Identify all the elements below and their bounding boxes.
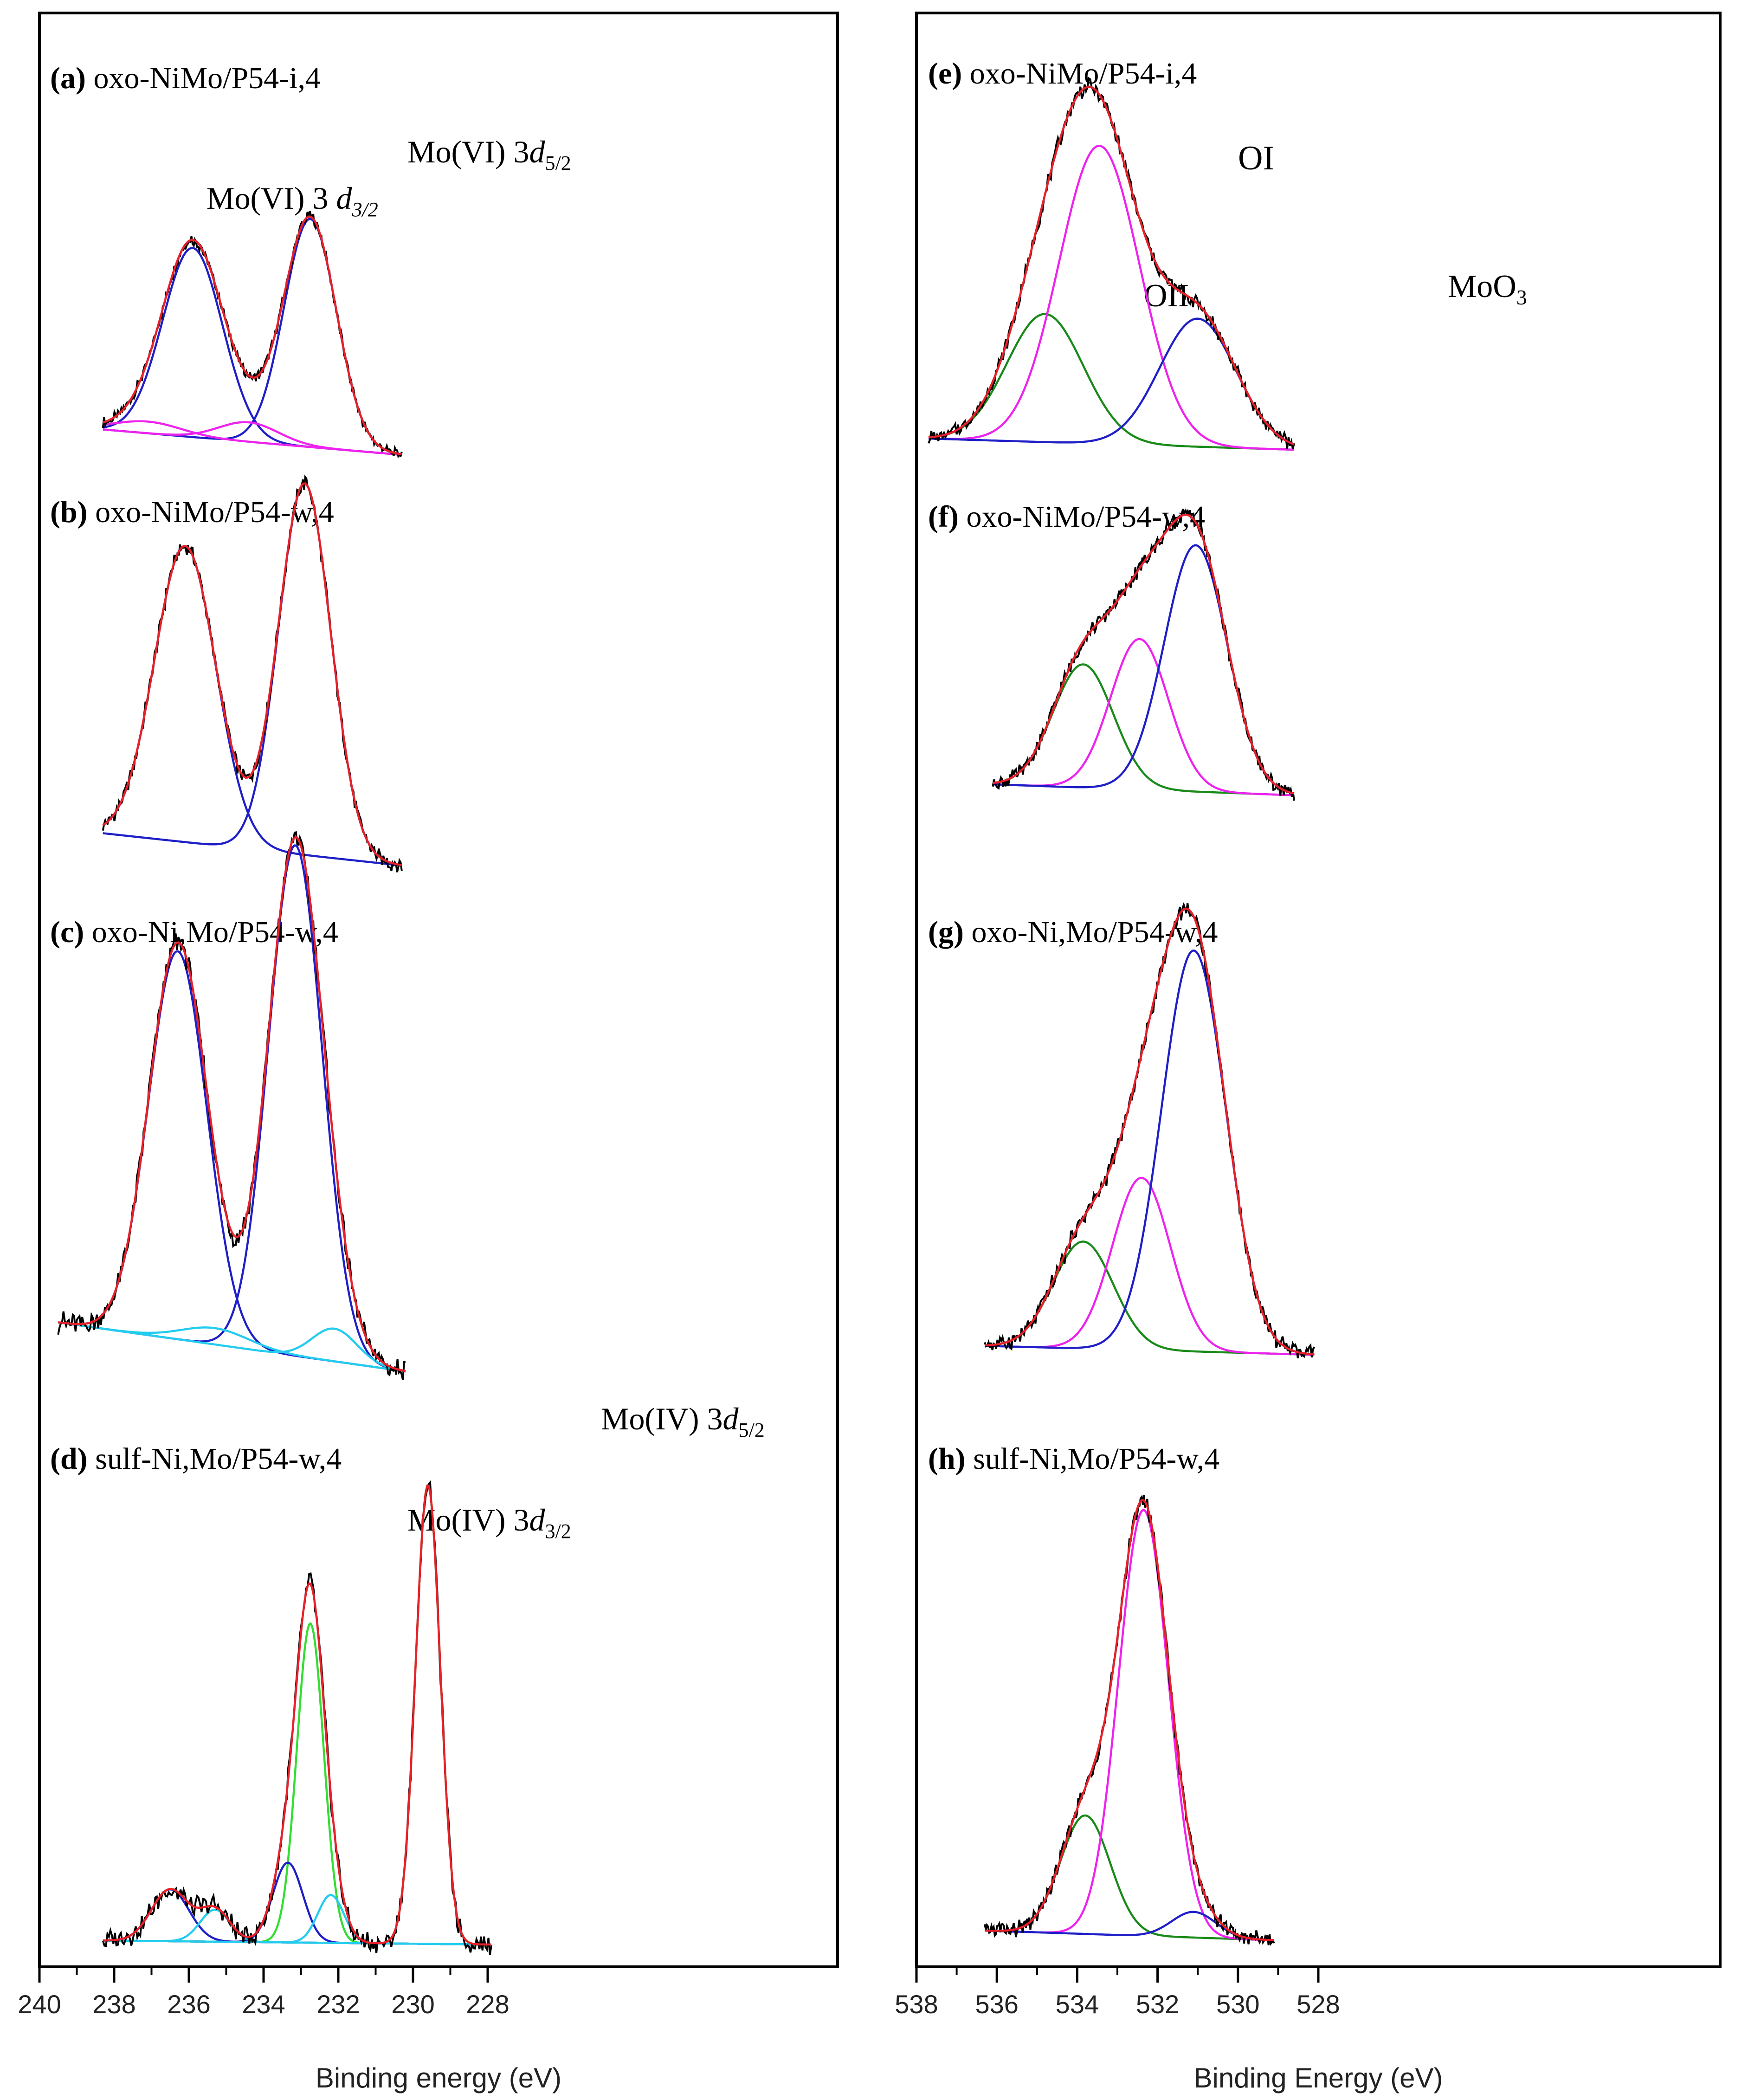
panel-e-envelope-curve [928,85,1295,446]
panel-e-component-peak [928,144,1295,451]
panel-b-component-peak [102,545,402,867]
panel-g-curves [984,902,1316,1358]
x-tick-label: 238 [92,1990,135,2019]
x-tick-label: 536 [975,1990,1018,2019]
x-tick-label: 234 [242,1990,285,2019]
panel-label-a: (a) oxo-NiMo/P54-i,4 [50,61,321,95]
right-x-axis-title: Binding Energy (eV) [1194,2062,1443,2094]
spectra-curves [57,77,1316,1955]
panel-label-e: (e) oxo-NiMo/P54-i,4 [928,57,1197,90]
panel-c-envelope-curve [58,836,406,1372]
panel-h-experimental-curve [984,1494,1275,1946]
panel-a-component-peak [103,218,402,456]
panel-label-g: (g) oxo-Ni,Mo/P54-w,4 [928,915,1218,949]
left-x-axis: 240 238 236 234 232 230 228 [18,1967,510,2019]
x-tick-label: 528 [1296,1990,1340,2019]
panel-a-curves [102,211,403,459]
panel-a-component-peak [103,420,402,456]
annotation-mo-iv-3d32: Mo(IV) 3d3/2 [407,1502,571,1543]
panel-h-component-peak [985,1911,1274,1941]
panel-d-component-peak [103,1908,491,1946]
panel-label-f: (f) oxo-NiMo/P54-w,4 [928,500,1205,534]
annotation-mo-vi-3d32: Mo(VI) 3 d3/2 [206,181,378,221]
panel-g-component-peak [985,1241,1315,1356]
annotation-mo-vi-3d52: Mo(VI) 3d5/2 [407,134,571,174]
panel-a-component-peak [103,421,402,456]
panel-label-h: (h) sulf-Ni,Mo/P54-w,4 [928,1442,1219,1476]
panel-d-component-peak [103,1861,491,1946]
x-tick-label: 240 [18,1990,61,2019]
annotation-mo-iv-3d52: Mo(IV) 3d5/2 [601,1401,765,1441]
panel-b-curves [102,474,403,872]
panel-e-component-peak [928,317,1295,446]
panel-f-curves [992,508,1295,801]
panel-d-envelope-curve [103,1485,491,1946]
x-tick-label: 532 [1136,1990,1179,2019]
panel-d-component-peak [103,1894,491,1946]
x-tick-label: 232 [316,1990,360,2019]
panel-g-envelope-curve [985,907,1315,1356]
panel-label-d: (d) sulf-Ni,Mo/P54-w,4 [50,1442,342,1476]
panel-f-experimental-curve [992,508,1295,801]
x-tick-label: 230 [391,1990,434,2019]
panel-label-c: (c) oxo-Ni,Mo/P54-w,4 [50,915,338,949]
panel-d-curves [102,1480,492,1955]
annotation-oi: OI [1238,139,1274,177]
panel-d-experimental-curve [102,1480,492,1955]
panel-a-experimental-curve [102,211,403,459]
panel-h-curves [984,1494,1275,1946]
x-tick-label: 538 [895,1990,938,2019]
panel-h-component-peak [985,1509,1274,1941]
panel-c-experimental-curve [57,831,406,1380]
panel-c-component-peak [58,950,406,1373]
x-tick-label: 228 [466,1990,509,2019]
panel-f-envelope-curve [993,514,1295,795]
x-tick-label: 530 [1216,1990,1259,2019]
panel-e-experimental-curve [928,77,1295,449]
x-tick-label: 534 [1056,1990,1099,2019]
right-x-axis: 538 536 534 532 530 528 [895,1967,1340,2019]
x-tick-label: 236 [167,1990,210,2019]
left-plot-frame [38,12,839,1968]
panel-e-curves [928,77,1295,451]
panel-c-component-peak [58,1321,406,1372]
right-plot-frame [915,12,1722,1968]
panel-g-experimental-curve [984,902,1316,1358]
panel-b-envelope-curve [102,482,402,866]
annotation-moo3: MoO3 [1448,269,1527,309]
panel-c-curves [57,831,406,1380]
left-x-axis-title: Binding energy (eV) [316,2062,561,2094]
panel-g-component-peak [985,949,1315,1356]
panel-a-envelope-curve [103,215,402,456]
panel-e-component-peak [928,313,1295,451]
annotation-oii: OII [1144,278,1189,314]
panel-h-envelope-curve [985,1499,1274,1941]
panel-g-component-peak [985,1176,1315,1356]
panel-f-component-peak [993,544,1295,795]
